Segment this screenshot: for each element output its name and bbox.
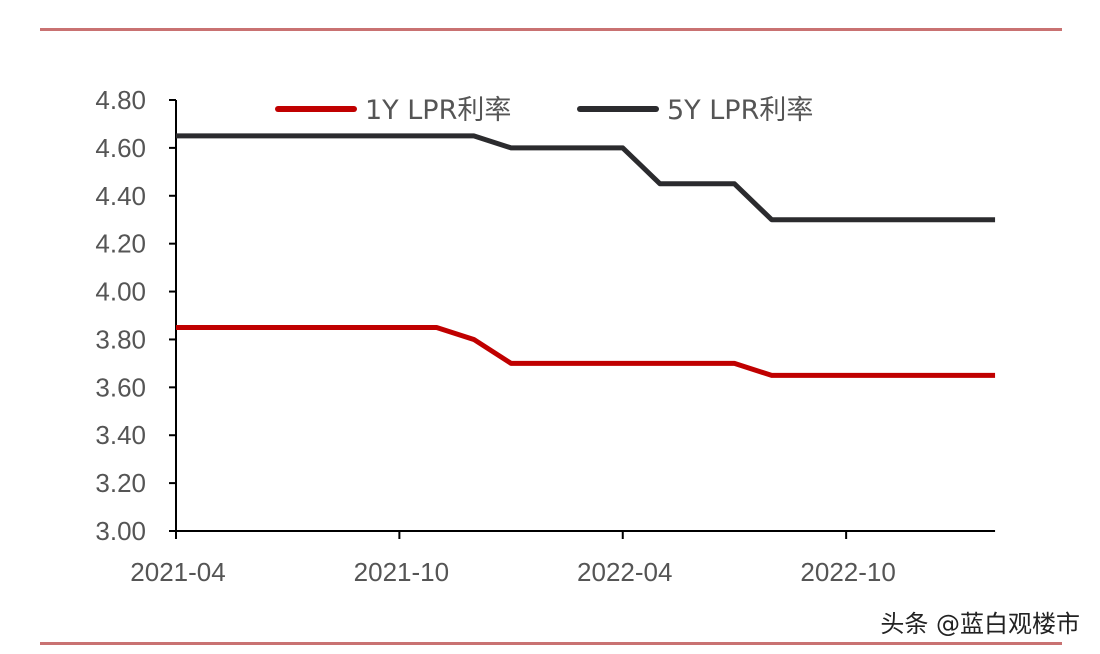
y-tick-label: 3.80 <box>95 324 146 354</box>
y-tick-label: 3.00 <box>95 516 146 546</box>
top-rule <box>40 28 1062 31</box>
y-tick-label: 4.00 <box>95 277 146 307</box>
bottom-rule <box>40 642 1062 645</box>
y-tick-label: 4.60 <box>95 133 146 163</box>
y-tick-label: 4.40 <box>95 181 146 211</box>
y-tick-label: 4.80 <box>95 85 146 115</box>
y-tick-label: 3.60 <box>95 372 146 402</box>
series-line-2 <box>176 133 996 223</box>
watermark: 头条 @蓝白观楼市 <box>880 610 1080 638</box>
x-tick-label: 2021-04 <box>130 557 225 587</box>
y-tick-label: 3.20 <box>95 468 146 498</box>
series-line-1 <box>176 324 996 378</box>
x-tick-label: 2021-10 <box>354 557 449 587</box>
y-tick-label: 3.40 <box>95 420 146 450</box>
legend-label-2: 5Y LPR利率 <box>667 95 813 126</box>
legend-label-1: 1Y LPR利率 <box>365 95 511 126</box>
y-tick-label: 4.20 <box>95 229 146 259</box>
x-tick-label: 2022-10 <box>800 557 895 587</box>
x-tick-label: 2022-04 <box>577 557 672 587</box>
